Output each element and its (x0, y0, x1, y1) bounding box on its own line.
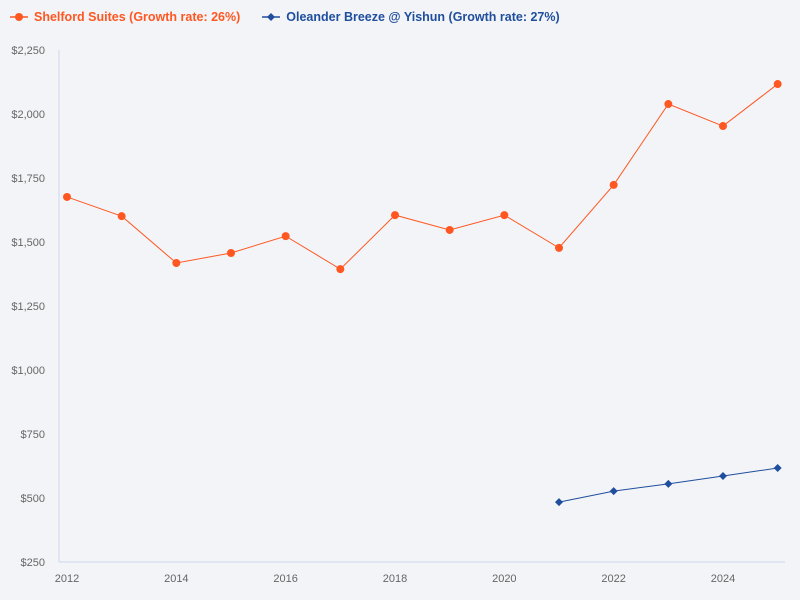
circle-marker-icon (10, 13, 28, 21)
y-tick-label: $750 (21, 429, 45, 441)
data-point (445, 225, 454, 234)
data-point (773, 80, 782, 89)
data-point (555, 243, 563, 252)
legend-label: Oleander Breeze @ Yishun (Growth rate: 2… (286, 10, 560, 24)
data-point (500, 211, 509, 220)
data-point (664, 479, 673, 488)
y-tick-label: $1,250 (11, 301, 45, 313)
data-point (719, 122, 727, 131)
diamond-marker-icon (262, 13, 281, 21)
data-point (719, 471, 727, 480)
y-tick-label: $1,750 (11, 173, 45, 185)
data-point (664, 100, 673, 109)
data-point (227, 249, 235, 258)
x-tick-label: 2020 (492, 573, 516, 585)
y-tick-label: $1,000 (11, 365, 45, 377)
x-tick-label: 2016 (273, 573, 297, 585)
x-tick-label: 2014 (164, 573, 188, 585)
data-point (336, 265, 345, 274)
data-point (281, 232, 290, 241)
x-tick-label: 2024 (711, 573, 735, 585)
legend: Shelford Suites (Growth rate: 26%) Olean… (10, 10, 560, 24)
legend-item-oleander[interactable]: Oleander Breeze @ Yishun (Growth rate: 2… (262, 10, 560, 24)
x-tick-label: 2022 (601, 573, 625, 585)
y-tick-label: $2,000 (11, 109, 45, 121)
y-tick-label: $2,250 (11, 45, 45, 57)
data-point (773, 464, 782, 473)
x-tick-label: 2018 (383, 573, 407, 585)
x-tick-label: 2012 (55, 573, 79, 585)
y-tick-label: $1,500 (11, 237, 45, 249)
y-tick-label: $500 (21, 493, 45, 505)
y-tick-label: $250 (21, 557, 45, 569)
data-point (555, 498, 563, 507)
legend-label: Shelford Suites (Growth rate: 26%) (34, 10, 241, 24)
legend-item-shelford[interactable]: Shelford Suites (Growth rate: 26%) (10, 10, 240, 24)
series-line-0 (66, 83, 778, 270)
data-point (609, 487, 618, 496)
data-point (63, 192, 71, 201)
data-point (609, 180, 618, 189)
data-point (391, 211, 399, 220)
data-point (117, 212, 126, 221)
data-point (172, 258, 181, 267)
